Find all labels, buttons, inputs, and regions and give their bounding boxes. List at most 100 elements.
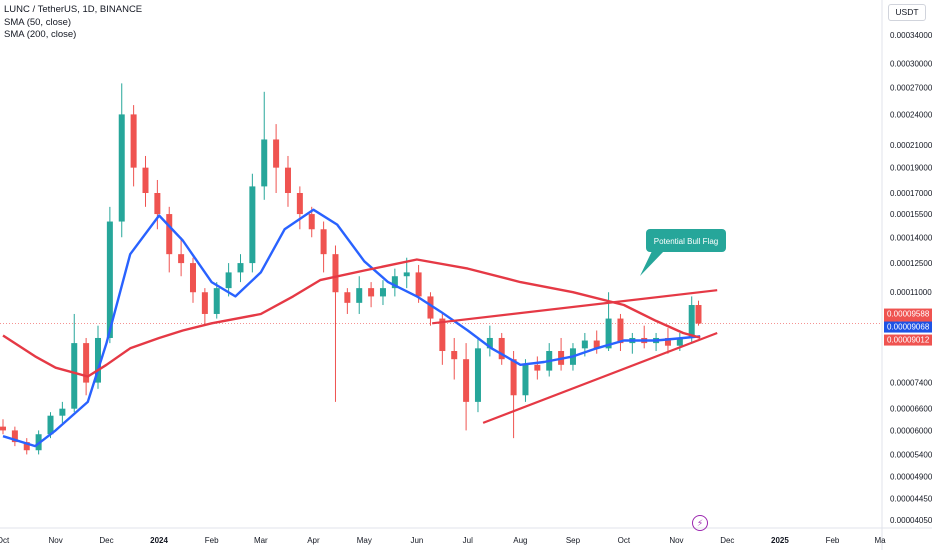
candle-body — [237, 263, 244, 273]
x-tick-label: Aug — [513, 536, 527, 545]
candle-body — [59, 408, 66, 416]
candle-body — [498, 337, 505, 360]
y-tick-label: 0.00011000 — [890, 288, 932, 297]
x-tick-label: Dec — [99, 536, 113, 545]
candle-body — [201, 292, 208, 314]
callout-box — [646, 229, 726, 252]
candle-body — [344, 292, 351, 303]
x-tick-label: Jun — [410, 536, 423, 545]
candle-body — [261, 139, 268, 187]
candle-body — [695, 305, 702, 324]
y-tick-label: 0.00024000 — [890, 110, 932, 119]
x-tick-label: Feb — [826, 536, 840, 545]
candle-body — [284, 167, 291, 194]
candle-body — [213, 288, 220, 314]
candle-body — [11, 430, 18, 443]
x-tick-label: Feb — [205, 536, 219, 545]
x-tick-label: Jul — [463, 536, 473, 545]
candle-body — [71, 343, 78, 409]
candle-body — [605, 318, 612, 349]
callout-text: Potential Bull Flag — [654, 237, 718, 246]
y-tick-label: 0.00004050 — [890, 516, 932, 525]
x-tick-label: Oct — [618, 536, 631, 545]
candle-body — [106, 221, 113, 338]
candle-body — [308, 214, 315, 230]
sma50-line — [2, 208, 701, 448]
candle-body — [83, 343, 90, 383]
x-tick-label: 2025 — [771, 536, 789, 545]
candle-body — [403, 272, 410, 277]
y-tick-label: 0.00012500 — [890, 259, 932, 268]
candle-body — [154, 193, 161, 215]
candle-body — [581, 340, 588, 349]
x-tick-label: 2024 — [150, 536, 168, 545]
sma200-label[interactable]: SMA (200, close) — [4, 29, 77, 40]
candle-body — [166, 214, 173, 255]
price-tag-value: 0.00009012 — [887, 336, 930, 345]
candle-body — [379, 288, 386, 297]
candle-body — [249, 186, 256, 264]
x-tick-label: Apr — [307, 536, 320, 545]
chart-legend: LUNC / TetherUS, 1D, BINANCE SMA (50, cl… — [4, 4, 142, 42]
lightning-icon[interactable]: ⚡ — [692, 515, 708, 531]
candle-body — [415, 272, 422, 297]
candle-body — [296, 193, 303, 215]
candle-body — [273, 139, 280, 168]
candle-body — [534, 364, 541, 371]
candle-body — [142, 167, 149, 194]
candle-body — [688, 305, 695, 338]
y-tick-label: 0.00019000 — [890, 164, 932, 173]
callout-pointer — [640, 251, 664, 276]
x-tick-label: May — [357, 536, 372, 545]
candle-body — [664, 337, 671, 346]
price-tag-bg — [884, 321, 932, 333]
candle-body — [118, 114, 125, 222]
currency-button[interactable]: USDT — [888, 4, 926, 21]
candle-body — [486, 337, 493, 349]
candle-body — [463, 359, 470, 402]
price-tag-value: 0.00009588 — [887, 310, 930, 319]
y-tick-label: 0.00021000 — [890, 141, 932, 150]
upper-trendline — [432, 289, 718, 325]
sma50-label[interactable]: SMA (50, close) — [4, 16, 72, 28]
y-tick-label: 0.00004900 — [890, 473, 932, 482]
candle-body — [593, 340, 600, 349]
x-tick-label: Nov — [669, 536, 683, 545]
candle-body — [391, 276, 398, 289]
candle-body — [320, 229, 327, 255]
y-tick-label: 0.00034000 — [890, 31, 932, 40]
candle-body — [189, 263, 196, 293]
y-tick-label: 0.00005400 — [890, 450, 932, 459]
candle-body — [522, 364, 529, 396]
candle-body — [225, 272, 232, 289]
candle-body — [451, 351, 458, 360]
x-tick-label: Oct — [0, 536, 10, 545]
x-tick-label: Mar — [254, 536, 268, 545]
y-tick-label: 0.00006000 — [890, 426, 932, 435]
candle-body — [439, 318, 446, 352]
candle-body — [130, 114, 137, 168]
x-tick-label: Dec — [720, 536, 734, 545]
candle-body — [0, 426, 6, 431]
candle-body — [474, 348, 481, 402]
y-tick-label: 0.00017000 — [890, 189, 932, 198]
y-tick-label: 0.00006600 — [890, 405, 932, 414]
sma200-line — [2, 258, 701, 378]
lower-trendline — [482, 331, 718, 424]
candle-body — [510, 359, 517, 396]
x-tick-label: Sep — [566, 536, 581, 545]
price-tag-bg — [884, 334, 932, 346]
candle-body — [332, 254, 339, 293]
y-tick-label: 0.00014000 — [890, 233, 932, 242]
y-tick-label: 0.00015500 — [890, 210, 932, 219]
symbol-title[interactable]: LUNC / TetherUS, 1D, BINANCE — [4, 4, 143, 15]
y-tick-label: 0.00027000 — [890, 84, 932, 93]
candle-body — [94, 337, 101, 383]
y-tick-label: 0.00004450 — [890, 495, 932, 504]
candle-body — [676, 337, 683, 346]
candle-body — [617, 318, 624, 344]
x-tick-label: Ma — [874, 536, 886, 545]
candle-body — [356, 288, 363, 303]
candle-body — [368, 288, 375, 297]
